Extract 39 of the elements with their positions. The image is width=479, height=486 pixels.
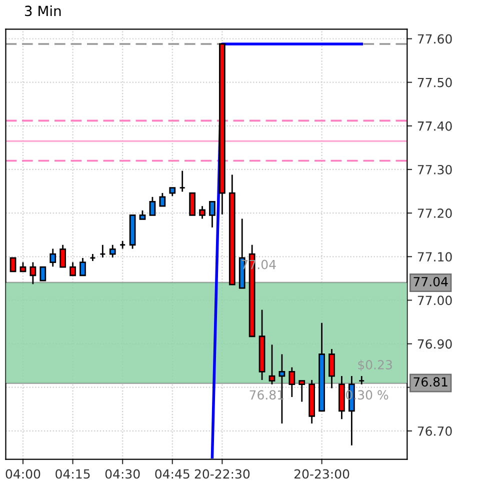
- y-tick-label: 77.10: [418, 252, 452, 262]
- y-tick-label: 77.00: [418, 296, 452, 306]
- x-tick-label: 04:45: [155, 469, 190, 479]
- candlestick: [358, 375, 365, 386]
- candlestick: [268, 344, 276, 386]
- ref-line-label: 77.04: [414, 276, 448, 286]
- candlestick: [20, 262, 26, 272]
- y-tick-label: 77.20: [418, 208, 452, 218]
- candlestick: [159, 192, 166, 207]
- x-tick-label: 04:30: [105, 469, 140, 479]
- annotation: $0.23: [358, 360, 392, 372]
- candlestick: [50, 248, 56, 268]
- y-tick-label: 77.30: [418, 164, 452, 174]
- candlestick: [70, 262, 76, 276]
- candlestick: [80, 257, 86, 276]
- ref-line-label: 76.81: [414, 377, 448, 387]
- y-tick-label: 76.70: [418, 426, 452, 436]
- x-tick-label: 04:15: [56, 469, 90, 479]
- candlestick: [30, 262, 36, 285]
- candlestick: [60, 244, 66, 268]
- x-tick-label: 20-22:30: [194, 469, 250, 479]
- y-tick-label: 77.50: [418, 78, 452, 88]
- candlestick: [328, 348, 335, 389]
- candlestick: [179, 170, 186, 192]
- y-tick-label: 77.60: [418, 34, 452, 44]
- y-tick-label: 76.90: [418, 339, 452, 349]
- candlestick: [189, 192, 196, 216]
- y-tick-label: 77.40: [418, 121, 452, 131]
- candlestick: [298, 380, 306, 402]
- candlestick: [109, 244, 116, 258]
- candlestick: [10, 257, 16, 272]
- x-tick-label: 20-23:00: [294, 469, 350, 479]
- candlestick: [209, 201, 216, 228]
- candlestick: [288, 366, 296, 398]
- x-tick-label: 04:00: [6, 469, 40, 479]
- candlestick: [149, 196, 156, 216]
- candlestick: [40, 266, 46, 282]
- chart-title: 3 Min: [25, 5, 61, 16]
- candlestick: [199, 205, 206, 220]
